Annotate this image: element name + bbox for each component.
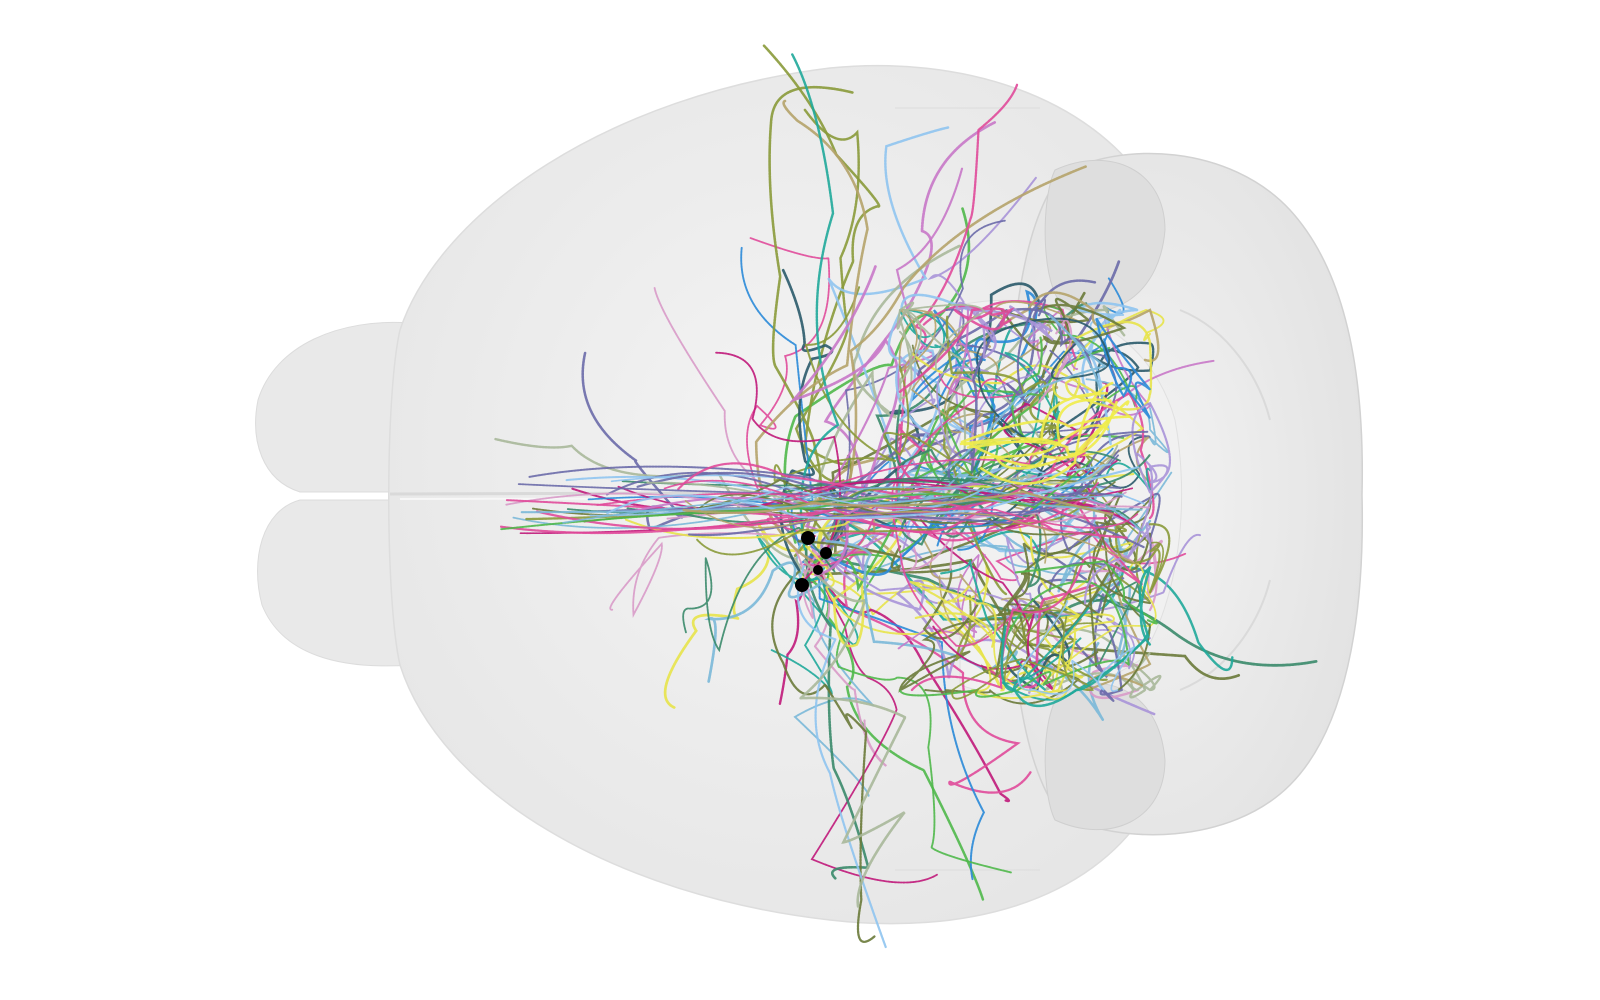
paraflocculus-upper [1044, 159, 1166, 313]
neuron-axon [947, 307, 1093, 486]
neuron-axon [994, 572, 1109, 677]
neuron-axon [898, 307, 1015, 393]
soma [801, 531, 815, 545]
neuron-axon [1072, 308, 1165, 371]
neuron-axon [791, 53, 840, 551]
neuron-axon [1000, 536, 1084, 692]
neuron-axon [663, 479, 1139, 529]
neuron-axon [663, 524, 814, 710]
neuron-axon [684, 500, 1135, 564]
neuron-axon [910, 309, 987, 410]
neuron-axon [816, 165, 1088, 566]
neuron-axon [682, 490, 1114, 516]
soma [795, 578, 809, 592]
neuron-axon [1083, 401, 1171, 605]
neuron-axon [945, 305, 1126, 455]
neuron-axon [897, 551, 986, 650]
neuron-axon [1095, 317, 1151, 419]
soma-cluster [795, 531, 832, 592]
neuron-axon [909, 580, 997, 648]
neuron-axon [768, 85, 854, 558]
neuron-axon [796, 559, 907, 908]
neuron-traces [494, 44, 1318, 949]
neuron-axon [796, 561, 887, 949]
neuron-axon [896, 301, 966, 402]
neuron-axon [979, 424, 1110, 459]
neuron-axon [968, 400, 1119, 468]
neuron-axon [535, 451, 1086, 533]
neuron-axon [940, 559, 1090, 694]
neuron-axon [1005, 298, 1047, 403]
neuron-axon [899, 508, 963, 572]
vermis-fold-lower [1179, 579, 1271, 691]
soma [820, 547, 832, 559]
neuron-axon [924, 603, 1081, 705]
neuron-axon [1095, 617, 1151, 670]
neuron-axon [978, 621, 1147, 699]
neuron-axon [955, 367, 1054, 466]
neuron-axon [804, 536, 888, 767]
neuron-axon [1116, 650, 1162, 692]
neuron-axon [1000, 563, 1153, 708]
neuron-axon [935, 314, 1107, 475]
neuron-axon [704, 561, 829, 684]
neuron-axon [810, 558, 939, 884]
neuron-axon [1107, 523, 1171, 593]
neuron-axon [910, 502, 1144, 692]
neuron-axon [895, 403, 1042, 588]
neuron-axon [959, 398, 1112, 448]
olfactory-bulb-upper [255, 321, 421, 493]
neuron-axon [682, 526, 836, 653]
soma [813, 565, 823, 575]
neuron-axon [771, 569, 876, 943]
vermis-fold-upper [1179, 309, 1271, 421]
neuron-axon [809, 553, 1318, 667]
paraflocculus-lower [1044, 682, 1166, 831]
olfactory-bulbs [255, 321, 421, 667]
neuron-axon [1014, 560, 1158, 625]
neuron-axon [966, 391, 1109, 449]
neuron-axon [609, 532, 835, 619]
neuron-axon [696, 476, 1099, 556]
neuron-axon [827, 83, 1019, 559]
neuron-axon [811, 551, 1033, 794]
neuron-axon [797, 570, 985, 901]
neuron-axon [826, 553, 1012, 874]
neuron-axon [606, 466, 1140, 520]
olfactory-bulb-lower [257, 499, 421, 667]
neuron-axon [915, 512, 1055, 691]
neuron-axon [899, 304, 986, 385]
neuron-axon [980, 381, 1114, 485]
neuron-axon [1017, 599, 1136, 695]
neuron-axon [562, 486, 1125, 524]
neuron-axon [911, 344, 1090, 496]
neuron-axon [1097, 623, 1123, 702]
